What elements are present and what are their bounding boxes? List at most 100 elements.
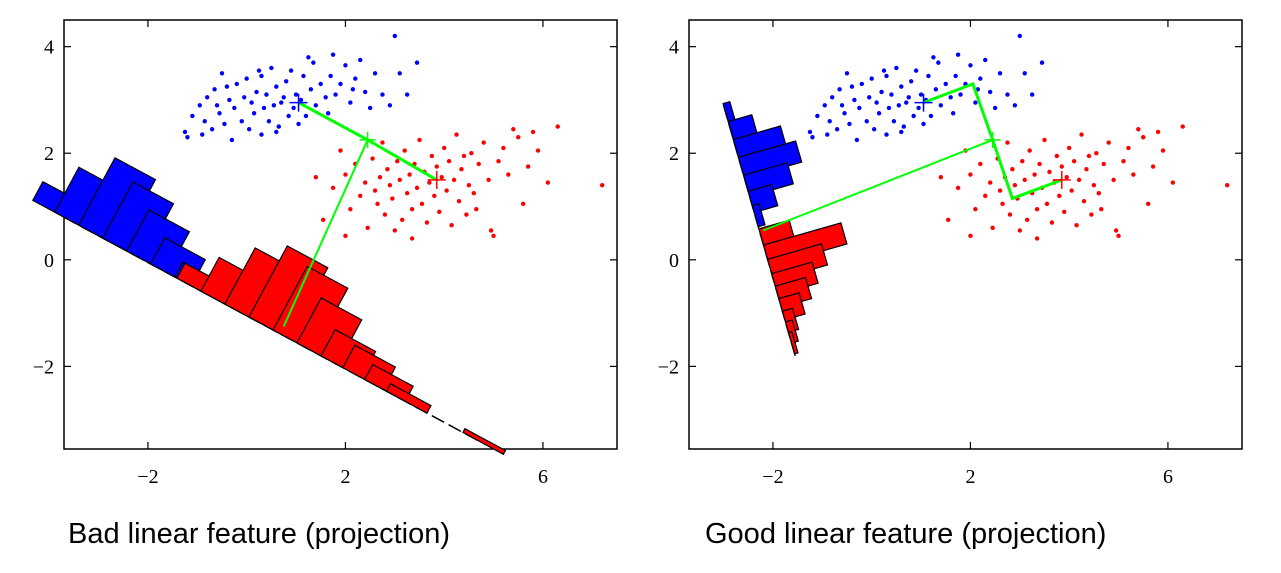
blue-class-point [837, 87, 842, 92]
red-class-point [362, 180, 368, 185]
blue-class-point [367, 105, 373, 111]
blue-class-point [874, 100, 879, 105]
blue-class-point [904, 100, 909, 105]
red-class-point [321, 217, 326, 223]
x-tick-label: −2 [137, 466, 158, 488]
blue-class-point [266, 119, 272, 124]
red-class-point [1074, 222, 1079, 228]
blue-class-point [323, 95, 328, 100]
blue-class-point [1012, 103, 1018, 108]
red-class-point [385, 167, 390, 172]
blue-histogram-bar [742, 161, 795, 198]
blue-class-point [1022, 71, 1027, 76]
blue-class-point [978, 76, 983, 81]
red-class-point [1170, 180, 1176, 185]
red-class-point [409, 236, 415, 241]
blue-class-point [918, 92, 924, 97]
blue-class-point [889, 92, 894, 97]
blue-class-point [834, 127, 840, 132]
x-tick-label: −2 [762, 466, 783, 488]
red-class-point [506, 172, 511, 177]
red-class-point [955, 185, 961, 191]
red-class-point [511, 127, 516, 132]
blue-class-point [926, 73, 931, 79]
blue-class-point [987, 89, 993, 95]
red-class-point [461, 153, 467, 159]
red-class-point [1005, 140, 1010, 145]
red-histogram-bar [462, 427, 507, 456]
blue-class-point [933, 87, 939, 92]
blue-class-point [913, 68, 919, 73]
blue-class-point [807, 129, 813, 135]
blue-class-point [239, 119, 244, 124]
blue-class-point [204, 95, 210, 100]
red-class-point [1034, 236, 1040, 241]
blue-class-point [901, 124, 906, 129]
blue-class-point [867, 95, 872, 100]
good-projection-panel: −2 2 6 −2 0 2 4 Good linear feature (projectio… [625, 0, 1245, 573]
red-class-point [432, 193, 437, 199]
red-class-point [437, 209, 442, 215]
red-class-point [1025, 217, 1030, 223]
blue-mean-cross-marker [914, 93, 933, 112]
plot-frame [63, 19, 618, 450]
red-class-point [1155, 129, 1161, 135]
red-class-point [1044, 201, 1050, 207]
blue-class-point [854, 137, 860, 143]
blue-class-point [844, 71, 850, 76]
bad-projection-panel: −2 2 6 −2 0 2 4 Bad linear feature (projection… [0, 0, 620, 573]
blue-class-point [1005, 92, 1010, 97]
good-projection-caption: Good linear feature (projection) [705, 518, 1107, 550]
blue-class-point [1017, 33, 1023, 39]
red-class-point [365, 225, 370, 231]
blue-class-point [306, 55, 311, 60]
blue-class-point [899, 129, 904, 135]
red-class-point [1116, 233, 1121, 239]
blue-class-point [224, 84, 230, 89]
red-class-point [1096, 190, 1102, 196]
blue-histogram-bar [737, 140, 803, 180]
blue-class-point [264, 92, 269, 97]
midpoint-cross-marker [984, 131, 1001, 148]
red-class-point [427, 180, 432, 185]
red-class-point [1069, 188, 1074, 193]
red-class-point [973, 206, 978, 212]
blue-class-point [884, 73, 889, 79]
blue-class-point [404, 92, 410, 97]
red-class-point [1017, 228, 1023, 233]
red-class-point [476, 161, 481, 167]
red-class-point [1012, 183, 1018, 188]
blue-class-point [249, 100, 254, 105]
blue-class-point [256, 68, 262, 73]
blue-class-point [857, 105, 862, 111]
red-class-point [313, 175, 319, 180]
red-class-point [1049, 220, 1055, 225]
blue-class-point [330, 52, 336, 57]
blue-class-point [227, 97, 232, 103]
blue-class-point [943, 81, 948, 87]
blue-class-point [950, 111, 956, 116]
blue-class-point [259, 73, 264, 79]
red-class-point [1084, 167, 1089, 172]
red-class-point [1089, 212, 1094, 217]
blue-class-point [197, 103, 202, 108]
red-class-point [370, 156, 375, 161]
red-class-point [1136, 127, 1141, 132]
blue-class-point [291, 105, 296, 111]
red-class-point [1047, 169, 1052, 175]
red-class-point [424, 220, 430, 225]
blue-class-point [911, 113, 916, 119]
blue-class-point [936, 60, 941, 65]
blue-class-point [879, 89, 884, 95]
red-class-point [1224, 183, 1230, 188]
blue-class-point [343, 63, 348, 68]
blue-class-point [232, 105, 237, 111]
y-tick-label: −2 [658, 356, 679, 378]
blue-class-point [313, 103, 319, 108]
blue-class-point [1039, 60, 1045, 65]
red-class-point [348, 206, 353, 212]
blue-class-point [992, 105, 998, 111]
blue-class-point [182, 129, 188, 135]
red-class-point [1057, 193, 1062, 199]
blue-class-point [328, 73, 333, 79]
